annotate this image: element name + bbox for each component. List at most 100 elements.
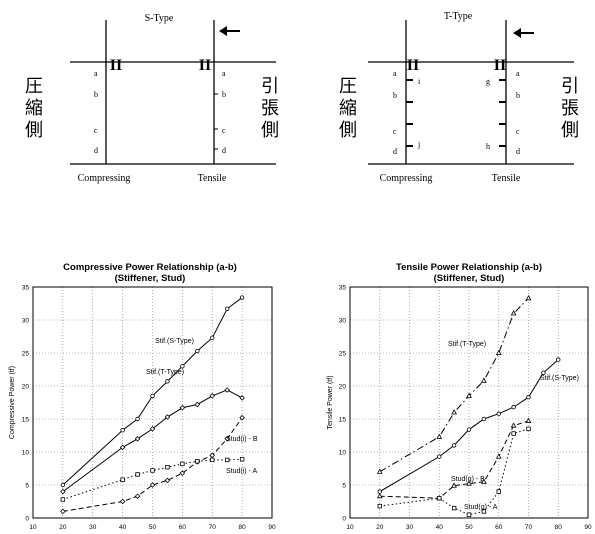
data-point: [556, 357, 561, 362]
data-point: [179, 470, 186, 476]
data-point: [119, 498, 126, 505]
right-kanji-3: 側: [261, 120, 279, 140]
series-label: Stif.(T-Type): [448, 341, 486, 348]
y-tick-label: 15: [22, 417, 30, 424]
right-kanji-2: 張: [561, 98, 579, 118]
data-point: [466, 392, 472, 398]
t-type-diagram: T-Type II II a b c d i j a b c d g h: [339, 11, 579, 184]
y-tick-label: 35: [339, 285, 347, 292]
data-point: [480, 478, 487, 484]
point-label-d-right: d: [516, 147, 520, 156]
y-tick-label: 0: [342, 516, 346, 523]
y-tick-label: 0: [25, 516, 29, 523]
y-tick-label: 10: [22, 450, 30, 457]
point-label-c-right: c: [516, 127, 520, 136]
point-label-d-right: d: [222, 146, 226, 155]
data-point: [209, 393, 216, 399]
compressive-power-chart: 10 20 30 40 50 60 70 80 90 0 5 10 15 20 25 30 35 Compress…: [9, 262, 276, 531]
data-point: [164, 477, 171, 484]
series-line: [379, 428, 529, 516]
data-point: [60, 488, 66, 495]
data-point: [210, 335, 215, 341]
stiffener-ticks-right: [499, 79, 506, 147]
data-point: [164, 414, 171, 420]
stiffener-ticks-left: [406, 79, 413, 147]
x-tick-label: 40: [436, 524, 444, 531]
left-kanji-2: 縮: [25, 98, 43, 118]
data-point: [150, 468, 155, 473]
y-tick-label: 30: [339, 318, 347, 325]
data-point: [511, 404, 516, 410]
bottom-left-label: Compressing: [380, 173, 433, 184]
x-tick-label: 40: [119, 524, 127, 531]
load-arrow-icon: [219, 26, 240, 36]
chart-title: Tensile Power Relationship (a-b): [396, 262, 542, 273]
y-tick-label: 5: [25, 483, 29, 490]
series-line: [62, 458, 243, 500]
y-tick-label: 15: [339, 417, 347, 424]
data-point: [510, 422, 517, 428]
point-label-a-right: a: [516, 69, 520, 78]
data-point: [224, 436, 230, 442]
data-point: [451, 482, 458, 488]
data-point: [134, 493, 141, 499]
x-tick-label: 30: [89, 524, 97, 531]
right-kanji-3: 側: [561, 120, 579, 140]
plot-frame: [32, 286, 273, 519]
point-label-a-left: a: [393, 69, 397, 78]
x-tick-label: 10: [346, 524, 354, 531]
data-point: [224, 387, 230, 393]
data-point: [437, 454, 442, 459]
series-line: [379, 297, 529, 473]
stiffener-label-i: i: [418, 77, 421, 86]
series-line: [379, 359, 559, 493]
series-label: Stif.(T-Type): [146, 369, 184, 376]
bottom-right-label: Tensile: [198, 173, 227, 184]
data-point: [526, 395, 531, 400]
y-tick-label: 20: [339, 384, 347, 391]
s-type-title: S-Type: [145, 13, 174, 24]
point-label-c-left: c: [393, 127, 397, 136]
data-point: [149, 482, 156, 488]
series-line: [62, 417, 243, 512]
point-label-c-left: c: [94, 126, 98, 135]
left-kanji-1: 圧: [339, 76, 357, 96]
x-tick-label: 10: [29, 524, 37, 531]
load-arrow-icon: [513, 28, 534, 38]
data-point: [210, 457, 215, 463]
x-tick-label: 80: [555, 524, 563, 531]
data-point: [239, 414, 245, 421]
data-point: [165, 379, 170, 384]
x-tick-label: 20: [376, 524, 384, 531]
data-point: [195, 348, 200, 354]
series-label: Stud(i) - B: [226, 436, 258, 443]
data-point: [495, 349, 502, 356]
left-kanji-2: 縮: [339, 98, 357, 118]
data-point: [376, 468, 383, 474]
chart-subtitle: (Stiffener, Stud): [115, 273, 186, 284]
data-point: [180, 364, 185, 369]
t-type-title: T-Type: [444, 11, 473, 22]
data-point: [376, 492, 383, 499]
x-tick-label: 30: [406, 524, 414, 531]
data-point: [451, 505, 457, 511]
data-point: [481, 416, 487, 422]
series-label: Stud(i) - A: [226, 468, 257, 475]
x-tick-label: 50: [149, 524, 157, 531]
data-point: [466, 512, 472, 517]
x-tick-label: 80: [239, 524, 247, 531]
data-point: [239, 395, 245, 401]
chart-subtitle: (Stiffener, Stud): [434, 273, 505, 284]
data-point: [510, 310, 517, 316]
plot-frame: [349, 286, 589, 519]
point-label-d-left: d: [94, 146, 98, 155]
series-label: Stif.(S-Type): [540, 375, 579, 382]
data-point: [377, 503, 382, 509]
data-point: [135, 416, 140, 422]
section-mark-left: II: [407, 57, 419, 74]
stiffener-label-j: j: [417, 140, 420, 149]
right-kanji-2: 張: [261, 98, 279, 118]
data-point: [134, 436, 141, 442]
data-point: [120, 428, 125, 433]
